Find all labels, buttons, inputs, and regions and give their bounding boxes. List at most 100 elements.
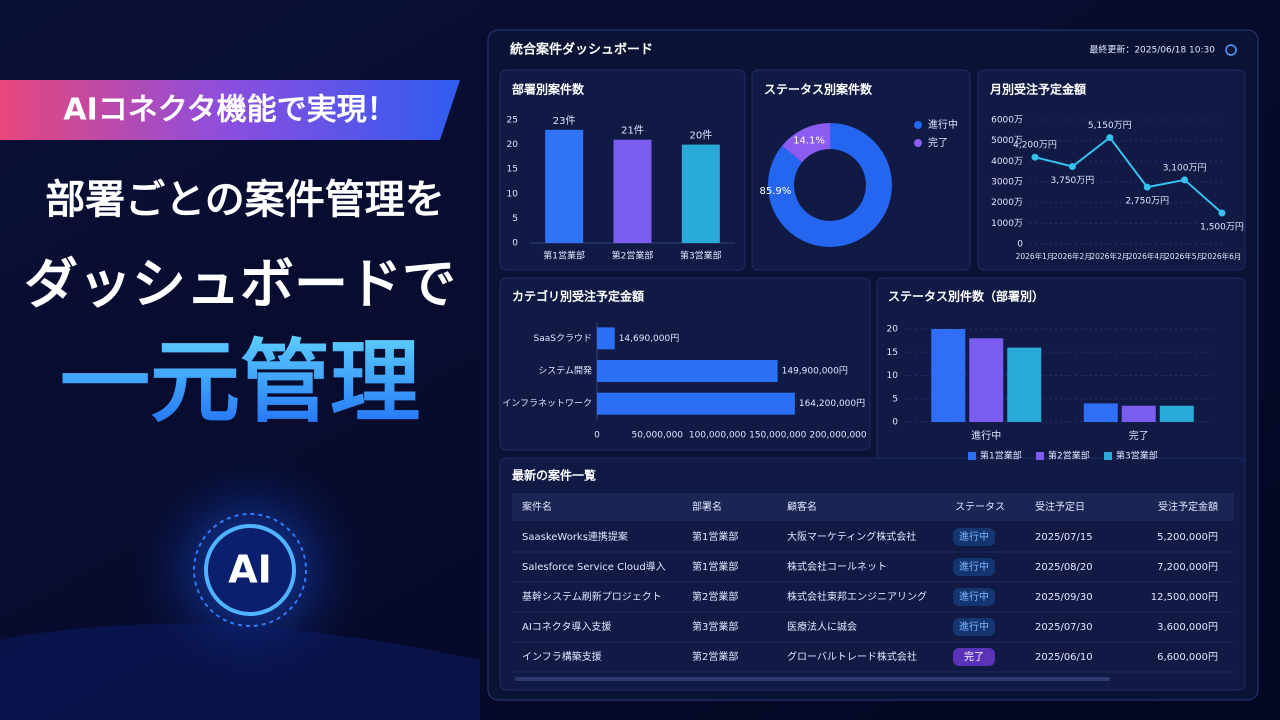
bar: [1083, 403, 1118, 422]
status-pill: [953, 618, 995, 636]
y-tick-label: 20: [507, 140, 519, 150]
bar: [681, 144, 720, 243]
value-label: 3,100万円: [1163, 162, 1207, 173]
cell: 7,200,000円: [1157, 562, 1218, 573]
legend-label: 完了: [928, 136, 948, 149]
cell: AIコネクタ導入支援: [522, 620, 611, 633]
y-tick-label: 0: [512, 239, 518, 249]
cell: 6,600,000円: [1157, 652, 1218, 663]
bar: [931, 329, 966, 422]
x-tick-label: 第1営業部: [543, 250, 585, 262]
cell: 2025/06/10: [1035, 652, 1093, 663]
cell: 2025/07/30: [1035, 622, 1093, 633]
headline-3: 一元管理: [60, 330, 420, 435]
column-header: 案件名: [522, 500, 552, 513]
column-header: 顧客名: [787, 500, 817, 513]
scrollbar: [515, 677, 1110, 681]
y-tick-label: 10: [887, 371, 899, 381]
value-label: 3,750万円: [1051, 175, 1095, 186]
ai-ring: [193, 513, 307, 627]
cell: 医療法人に誠会: [787, 620, 857, 633]
cell: 第1営業部: [692, 530, 738, 543]
cell: 2025/07/15: [1035, 532, 1093, 543]
cell: 3,600,000円: [1157, 622, 1218, 633]
cell: 5,200,000円: [1157, 532, 1218, 543]
y-tick-label: 2000万: [991, 198, 1023, 208]
column-header: 部署名: [692, 500, 722, 513]
y-tick-label: 5: [512, 214, 518, 224]
cell: 第3営業部: [692, 620, 738, 633]
y-tick-label: SaaSクラウド: [534, 333, 592, 344]
status: 完了: [964, 650, 984, 663]
dashboard-title: 統合案件ダッシュボード: [510, 42, 653, 58]
tag-text: AIコネクタ機能で実現！: [63, 93, 396, 128]
status-pill: [953, 588, 995, 606]
chart-title: 月別受注予定金額: [989, 82, 1086, 97]
bar: [969, 338, 1004, 422]
legend-label: 第2営業部: [1048, 450, 1090, 462]
status-pill: [953, 528, 995, 546]
value-label: 85.9%: [759, 186, 791, 197]
legend-swatch: [968, 452, 976, 460]
y-tick-label: 4000万: [991, 157, 1023, 167]
cell: 2025/09/30: [1035, 592, 1093, 603]
value-label: 5,150万円: [1088, 120, 1132, 131]
y-tick-label: 15: [887, 348, 898, 358]
y-tick-label: 3000万: [991, 178, 1023, 188]
cell: Salesforce Service Cloud導入: [522, 560, 666, 573]
x-tick-label: 100,000,000: [689, 431, 747, 441]
column-header: 受注予定日: [1035, 500, 1085, 513]
point: [1068, 163, 1076, 170]
bar: [1121, 405, 1156, 422]
cell: SaaskeWorks連携提案: [522, 530, 628, 543]
y-tick-label: 10: [507, 189, 519, 199]
x-tick-label: 2026年2月: [1090, 251, 1129, 261]
y-tick-label: システム開発: [538, 365, 592, 377]
status: 進行中: [959, 530, 989, 543]
bar: [613, 139, 652, 243]
y-tick-label: 5000万: [991, 136, 1023, 146]
status: 進行中: [959, 560, 989, 573]
cell: インフラ構築支援: [522, 650, 602, 663]
cell: 株式会社コールネット: [787, 560, 887, 573]
value-label: 21件: [621, 125, 644, 137]
chart-title: ステータス別件数（部署別）: [888, 289, 1044, 304]
x-tick-label: 2026年5月: [1165, 251, 1204, 261]
value-label: 164,200,000円: [799, 398, 865, 409]
legend-label: 進行中: [928, 118, 958, 131]
bar: [597, 360, 778, 382]
cell: グローバルトレード株式会社: [787, 650, 917, 663]
column-header: 受注予定金額: [1158, 500, 1218, 513]
value-label: 14,690,000円: [619, 333, 680, 344]
bar: [1007, 347, 1042, 422]
donut-slice: [781, 123, 830, 163]
headline-2: ダッシュボードで: [24, 253, 456, 316]
x-tick-label: 第2営業部: [612, 250, 654, 262]
donut-slice: [768, 123, 893, 247]
column-header: ステータス: [955, 501, 1005, 513]
legend-swatch: [1104, 452, 1112, 460]
cell: 2025/08/20: [1035, 562, 1093, 573]
ai-badge: [204, 524, 296, 616]
x-tick-label: 2026年1月: [1016, 251, 1055, 261]
y-tick-label: 0: [892, 418, 898, 428]
cell: 第1営業部: [692, 560, 738, 573]
refresh-button[interactable]: [1225, 44, 1237, 56]
cell: 株式会社東邦エンジニアリング: [787, 590, 927, 603]
status: 進行中: [959, 590, 989, 603]
panel: [977, 69, 1246, 271]
legend-label: 第3営業部: [1116, 450, 1158, 462]
status: 進行中: [959, 620, 989, 633]
legend-swatch: [914, 139, 922, 147]
legend-label: 第1営業部: [980, 450, 1022, 462]
point: [1218, 209, 1226, 217]
value-label: 20件: [689, 130, 712, 142]
y-tick-label: 0: [1017, 240, 1023, 250]
y-tick-label: 25: [507, 116, 518, 126]
status-pill: [953, 558, 995, 576]
point: [1181, 176, 1189, 184]
chart-title: カテゴリ別受注予定金額: [512, 289, 644, 304]
y-tick-label: 6000万: [991, 116, 1023, 126]
wave: [0, 624, 480, 720]
